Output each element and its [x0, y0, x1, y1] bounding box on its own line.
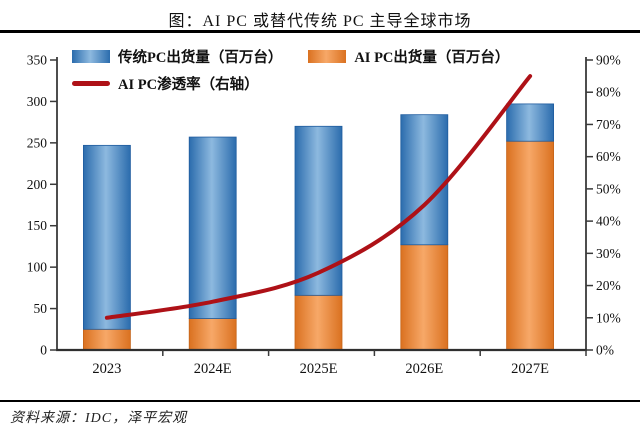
traditional-pc-bar-segment-2026E — [400, 114, 449, 246]
left-axis-tick-label: 250 — [27, 135, 48, 150]
right-axis-tick-label: 0% — [596, 343, 614, 358]
left-axis-tick-label: 350 — [27, 53, 48, 68]
x-axis-category-label: 2023 — [92, 361, 121, 377]
x-axis-category-label: 2024E — [194, 361, 232, 377]
right-axis-tick-label: 40% — [596, 214, 621, 229]
right-axis-tick-label: 70% — [596, 117, 621, 132]
penetration-line-swatch-icon — [72, 80, 110, 86]
traditional-pc-bar-segment-2023 — [83, 144, 131, 330]
title-divider — [0, 30, 640, 33]
left-axis-tick-label: 150 — [27, 218, 48, 233]
right-axis-tick-label: 50% — [596, 181, 621, 196]
chart-title: 图：AI PC 或替代传统 PC 主导全球市场 — [168, 13, 472, 30]
right-axis-tick-label: 10% — [596, 310, 621, 325]
legend-label-traditional-pc: 传统PC出货量（百万台） — [118, 49, 283, 66]
right-axis-tick-label: 80% — [596, 85, 621, 100]
right-axis-tick-label: 60% — [596, 149, 621, 164]
ai-pc-swatch-icon — [308, 49, 347, 63]
legend-row-2: AI PC渗透率（右轴） — [72, 73, 592, 93]
legend-label-penetration: AI PC渗透率（右轴） — [118, 76, 259, 93]
ai-pc-bar-segment-2025E — [294, 294, 343, 351]
legend-label-ai-pc: AI PC出货量（百万台） — [354, 49, 510, 66]
traditional-pc-bar-segment-2024E — [188, 136, 237, 319]
left-axis-tick-label: 0 — [40, 343, 47, 358]
legend-entry-penetration: AI PC渗透率（右轴） — [72, 73, 259, 94]
left-axis-tick-label: 50 — [34, 301, 48, 316]
data-source: 资料来源：IDC，泽平宏观 — [10, 411, 188, 426]
legend-entry-traditional-pc: 传统PC出货量（百万台） — [72, 46, 282, 67]
ai-pc-bar-segment-2024E — [188, 318, 237, 351]
legend-entry-ai-pc: AI PC出货量（百万台） — [308, 46, 509, 67]
right-axis-tick-label: 30% — [596, 246, 621, 261]
ai-pc-bar-segment-2023 — [83, 328, 131, 351]
legend-row-1: 传统PC出货量（百万台） AI PC出货量（百万台） — [72, 46, 592, 66]
x-axis-category-label: 2026E — [405, 361, 443, 377]
ai-pc-bar-segment-2027E — [506, 140, 555, 351]
ai-pc-bar-segment-2026E — [400, 244, 449, 351]
left-axis-tick-label: 200 — [27, 177, 48, 192]
x-axis-category-label: 2025E — [300, 361, 338, 377]
legend: 传统PC出货量（百万台） AI PC出货量（百万台） AI PC渗透率（右轴） — [72, 46, 592, 100]
right-axis-tick-label: 20% — [596, 278, 621, 293]
footer-divider — [0, 400, 640, 402]
right-axis-tick-label: 90% — [596, 53, 621, 68]
traditional-pc-swatch-icon — [72, 49, 110, 63]
traditional-pc-bar-segment-2025E — [294, 125, 343, 296]
left-axis-tick-label: 100 — [27, 260, 48, 275]
penetration-rate-line — [104, 74, 533, 320]
x-axis-category-label: 2027E — [511, 361, 549, 377]
traditional-pc-bar-segment-2027E — [506, 103, 555, 142]
left-axis-tick-label: 300 — [27, 94, 48, 109]
